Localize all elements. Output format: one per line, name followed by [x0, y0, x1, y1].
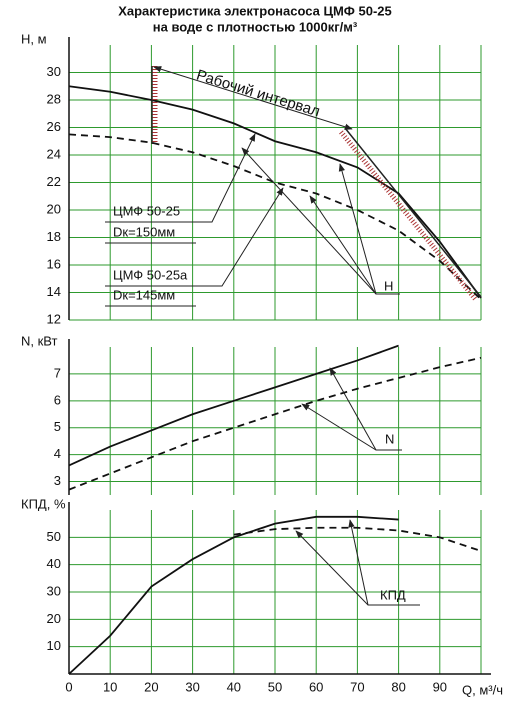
- series-line: [68, 344, 399, 467]
- x-tick-label: 30: [185, 679, 199, 694]
- y-tick-label: 16: [47, 256, 61, 271]
- y-tick-label: 26: [47, 119, 61, 134]
- annotation: Dк=150мм: [113, 224, 175, 239]
- annotation: ЦМФ 50-25а: [113, 267, 188, 282]
- y-tick-label: 20: [47, 611, 61, 626]
- leader: [105, 187, 284, 287]
- y-tick-label: 12: [47, 311, 61, 326]
- range-arrow: [153, 66, 353, 130]
- x-tick-label: 80: [391, 679, 405, 694]
- x-tick-label: 20: [144, 679, 158, 694]
- y-tick-label: 5: [54, 419, 61, 434]
- y-tick-label: 10: [47, 638, 61, 653]
- y-tick-label: 18: [47, 229, 61, 244]
- range-boundary: [344, 127, 482, 298]
- y-tick-label: 22: [47, 174, 61, 189]
- y-tick-label: 28: [47, 91, 61, 106]
- y-tick-label: 24: [47, 146, 61, 161]
- leader: [105, 133, 256, 223]
- annotation: N: [385, 431, 394, 446]
- y-tick-label: 30: [47, 583, 61, 598]
- y-tick-label: 20: [47, 201, 61, 216]
- series-line: [68, 356, 482, 491]
- chart-subtitle: на воде с плотностью 1000кг/м³: [153, 19, 358, 34]
- x-tick-label: 60: [309, 679, 323, 694]
- x-tick-label: 50: [268, 679, 282, 694]
- x-tick-label: 40: [227, 679, 241, 694]
- annotation: КПД: [380, 587, 406, 602]
- series-line: [68, 133, 482, 301]
- chart-title: Характеристика электронасоса ЦМФ 50-25: [118, 3, 392, 18]
- leader: [338, 163, 377, 295]
- y-tick-label: 3: [54, 473, 61, 488]
- x-tick-label: 70: [350, 679, 364, 694]
- x-tick-label: 0: [65, 679, 72, 694]
- leader: [348, 519, 369, 606]
- x-tick-label: 10: [103, 679, 117, 694]
- annotation: Рабочий интервал: [194, 67, 322, 121]
- y-tick-label: 4: [54, 446, 61, 461]
- x-axis-label: Q, м³/ч: [462, 682, 503, 697]
- leader: [329, 367, 377, 451]
- y-axis-label: H, м: [21, 31, 47, 46]
- annotation: ЦМФ 50-25: [113, 203, 180, 218]
- series-line: [68, 85, 482, 299]
- y-tick-label: 7: [54, 365, 61, 380]
- y-tick-label: 40: [47, 556, 61, 571]
- x-tick-label: 90: [433, 679, 447, 694]
- y-axis-label: КПД, %: [21, 496, 66, 511]
- y-tick-label: 6: [54, 392, 61, 407]
- y-tick-label: 14: [47, 284, 61, 299]
- series-line: [68, 515, 399, 675]
- y-tick-label: 50: [47, 529, 61, 544]
- leader: [241, 147, 377, 295]
- range-hatch: [339, 130, 478, 302]
- y-axis-label: N, кВт: [21, 333, 58, 348]
- y-tick-label: 30: [47, 64, 61, 79]
- annotation: Dк=145мм: [113, 287, 175, 302]
- annotation: H: [384, 278, 393, 293]
- series-line: [233, 526, 482, 552]
